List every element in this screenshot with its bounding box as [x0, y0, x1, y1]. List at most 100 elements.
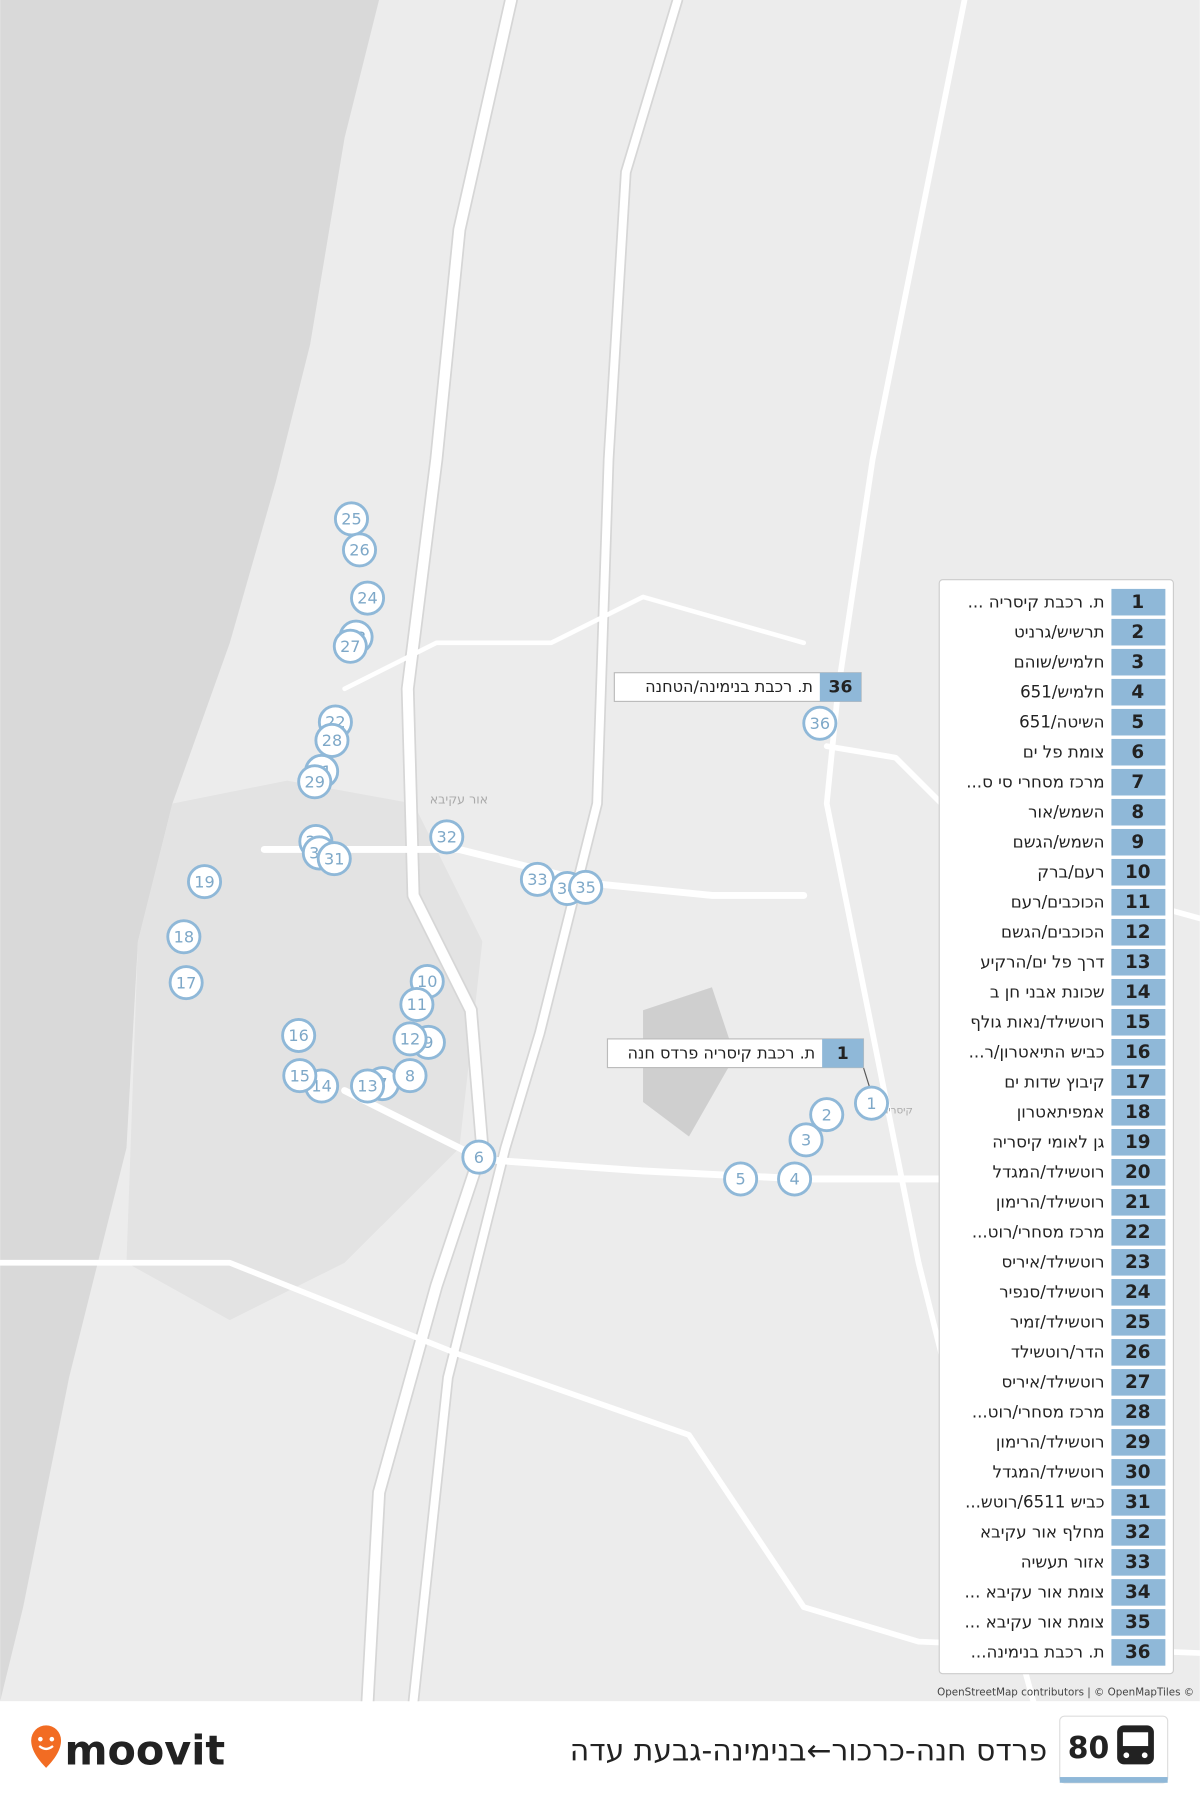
callouts: 36 ת. רכבת בנימינה/הטחנה 1 ת. רכבת קיסריה פ… — [606, 672, 870, 1087]
stop-list-name: הכוכבים/הגשם — [1001, 922, 1104, 941]
stop-marker-circle — [399, 986, 435, 1022]
stop-marker-circle — [568, 869, 604, 905]
brand-name: moovit — [64, 1726, 225, 1774]
stop-list-number-box — [1111, 1429, 1166, 1456]
stop-list-number-box — [1111, 978, 1166, 1006]
stop-marker-circle — [809, 1097, 845, 1133]
stop-list-number-box — [1111, 1099, 1166, 1126]
stop-list-name: כביש 6511/רוטש... — [965, 1492, 1104, 1511]
stop-marker-circle — [350, 1068, 386, 1104]
stop-marker-circle — [461, 1139, 497, 1175]
stop-list-number: 17 — [1125, 1072, 1151, 1093]
stop-list-number: 6 — [1131, 742, 1144, 763]
stop-list-name: צומת אור עקיבא ... — [965, 1612, 1105, 1631]
stop-marker: 2 — [809, 1097, 845, 1133]
stop-list-name: רוטשילד/נאות גולף — [970, 1012, 1104, 1031]
stop-list-number-box — [1111, 858, 1166, 886]
stop-list-number: 23 — [1125, 1252, 1151, 1273]
stop-list-number-box — [1111, 768, 1166, 796]
stop-marker-circle — [166, 919, 202, 955]
stop-marker-number: 31 — [324, 849, 344, 868]
stop-list-name: השיטה/651 — [1019, 712, 1104, 731]
stop-list-number-box — [1111, 1489, 1166, 1516]
stop-marker-circle — [316, 841, 352, 877]
stop-list-name: צומת אור עקיבא ... — [965, 1582, 1105, 1601]
stop-list-name: תרשיש/גרניט — [1014, 622, 1105, 641]
stop-marker-number: 10 — [417, 972, 437, 991]
stop-marker-number: 4 — [789, 1170, 799, 1189]
stop-list-number-box — [1111, 948, 1166, 976]
stop-list-number: 7 — [1131, 772, 1144, 793]
stop-marker-circle — [350, 580, 386, 616]
stop-list-number-box — [1111, 1309, 1166, 1336]
stop-list-number-box — [1111, 918, 1166, 946]
stop-list-number: 33 — [1125, 1552, 1151, 1573]
callout-leader — [862, 1067, 870, 1087]
stop-list-name: הכוכבים/רעם — [1011, 892, 1105, 911]
route-number: 80 — [1068, 1731, 1110, 1766]
stop-marker-number: 36 — [810, 714, 830, 733]
stop-list-name: כביש התיאטרון/ר... — [969, 1042, 1105, 1061]
stop-marker-number: 26 — [349, 541, 369, 560]
stop-list-number-box — [1111, 588, 1166, 616]
stop-list-name: מרכז מסחרי סי ס... — [966, 772, 1104, 791]
stop-list-number: 3 — [1131, 652, 1144, 673]
stop-list-row: 27 רוטשילד/איריס — [1001, 1369, 1166, 1396]
stop-marker: 5 — [723, 1161, 759, 1197]
stop-list-row: 15 רוטשילד/נאות גולף — [970, 1008, 1166, 1036]
stop-list-row: 2 תרשיש/גרניט — [1014, 618, 1166, 646]
stop-list-name: רוטשילד/סנפיר — [999, 1282, 1104, 1301]
stop-list-row: 12 הכוכבים/הגשם — [1001, 918, 1166, 946]
stop-list-name: רוטשילד/איריס — [1001, 1252, 1104, 1271]
stop-list-name: דרך פל ים/הרקיע — [980, 952, 1104, 971]
stop-list-number-box — [1111, 1249, 1166, 1276]
stop-list-row: 36 ת. רכבת בנימינה... — [971, 1639, 1166, 1666]
stop-list-row: 34 צומת אור עקיבא ... — [965, 1579, 1166, 1606]
footer: 80 פרדס חנה-כרכור←בנימינה-גבעת עדה moovi… — [0, 1701, 1200, 1800]
stop-list-name: רוטשילד/זמיר — [1010, 1312, 1104, 1331]
stop-marker-number: 9 — [423, 1033, 433, 1052]
stop-list-number: 12 — [1125, 922, 1151, 943]
stop-marker-number: 14 — [311, 1077, 331, 1096]
stop-list-number: 31 — [1125, 1492, 1151, 1513]
stop-list-number-box — [1111, 1189, 1166, 1216]
stop-marker-number: 16 — [288, 1026, 308, 1045]
stop-marker-circle — [297, 764, 333, 800]
stop-marker: 16 — [281, 1017, 317, 1053]
stop-marker: 6 — [461, 1139, 497, 1175]
stop-marker-circle — [341, 532, 378, 568]
stop-list-number-box — [1111, 1339, 1166, 1366]
stop-marker-circle — [332, 628, 368, 664]
map-label: קיסריה — [882, 1105, 913, 1117]
callout-name: ת. רכבת בנימינה/הטחנה — [645, 677, 813, 696]
stop-list-row: 6 צומת פל ים — [1023, 738, 1166, 766]
stop-marker: 32 — [429, 819, 465, 855]
stop-marker-number: 28 — [322, 731, 342, 750]
stop-list-row: 1 ת. רכבת קיסריה ... — [968, 588, 1166, 616]
stop-marker: 24 — [350, 580, 386, 616]
stop-list-row: 29 רוטשילד/הרימון — [996, 1429, 1166, 1456]
callout-number: 36 — [829, 678, 853, 698]
route-title: פרדס חנה-כרכור←בנימינה-גבעת עדה — [570, 1733, 1047, 1768]
stop-list-row: 35 צומת אור עקיבא ... — [965, 1609, 1166, 1636]
stop-list: 1 ת. רכבת קיסריה ... 2 תרשיש/גרניט 3 חלמיש/שו… — [938, 579, 1174, 1675]
stop-list-name: קיבוץ שדות ים — [1004, 1072, 1104, 1091]
stop-list-name: חלמיש/651 — [1020, 682, 1104, 701]
stop-marker-number: 2 — [822, 1105, 832, 1124]
stop-list-row: 20 רוטשילד/המגדל — [993, 1159, 1166, 1186]
stop-marker: 18 — [166, 919, 202, 955]
stop-marker-number: 5 — [736, 1170, 746, 1189]
stop-list-row: 18 אמפיתאטרון — [1017, 1099, 1166, 1126]
stop-list-row: 32 מחלף אור עקיבא — [980, 1519, 1166, 1546]
stop-marker: 13 — [350, 1068, 386, 1104]
stop-marker-number: 15 — [290, 1066, 310, 1085]
stop-marker: 4 — [777, 1161, 813, 1197]
stop-list-number-box — [1111, 618, 1166, 646]
stop-list-number-box — [1111, 1008, 1166, 1036]
callout-name: ת. רכבת קיסריה פרדס חנה — [627, 1043, 815, 1062]
stop-marker: 36 — [802, 705, 838, 741]
stop-list-number-box — [1111, 1219, 1166, 1246]
stop-list-row: 19 גן לאומי קיסריה — [992, 1129, 1166, 1156]
stop-list-number: 36 — [1125, 1642, 1151, 1663]
